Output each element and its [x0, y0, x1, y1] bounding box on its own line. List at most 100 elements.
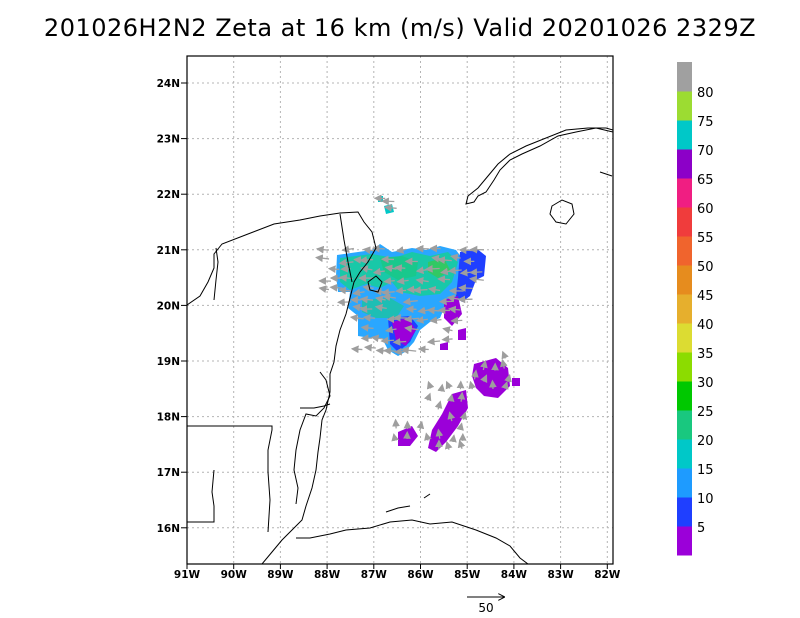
cozumel-island [367, 275, 383, 293]
wind-arrow [469, 268, 483, 277]
lat-label: 22N [157, 189, 180, 201]
guatemala-border-south [187, 469, 215, 523]
colorbar-label: 35 [697, 347, 714, 362]
wind-speed-field [336, 196, 520, 452]
wind-arrow [417, 345, 429, 354]
wind-arrow [447, 411, 456, 422]
wind-arrow [445, 380, 453, 390]
wind-arrow [359, 295, 374, 304]
wind-arrow [382, 293, 396, 302]
wind-arrow [341, 245, 354, 254]
wind-region-5-f [458, 328, 466, 340]
wind-arrow [469, 275, 484, 284]
colorbar-swatch [677, 178, 692, 208]
guatemala-mexico-border [187, 425, 273, 533]
wind-arrow [426, 380, 435, 390]
political-borders [187, 213, 353, 533]
wind-arrow [385, 325, 397, 334]
wind-arrow [363, 343, 376, 352]
wind-arrow [318, 285, 329, 293]
lon-label: 89W [267, 569, 294, 581]
wind-arrow [448, 305, 461, 314]
wind-arrow [449, 253, 461, 262]
wind-arrow [392, 338, 407, 346]
lat-label: 19N [157, 356, 180, 368]
wind-arrow [329, 283, 343, 292]
wind-region-teal-dot [384, 204, 394, 214]
plot-frame [186, 55, 614, 565]
colorbar-swatch [677, 120, 692, 150]
wind-arrow [501, 350, 509, 360]
wind-arrow [359, 256, 373, 264]
wind-arrow [413, 286, 428, 294]
wind-arrow [449, 434, 457, 443]
wind-arrow [446, 393, 455, 403]
wind-arrow [504, 373, 512, 383]
wind-region-10-east [456, 248, 486, 302]
wind-arrow [456, 422, 464, 431]
wind-arrow [416, 420, 425, 432]
wind-region-5-g [440, 342, 448, 350]
honduras-coast [296, 519, 529, 564]
colorbar-swatch [677, 149, 692, 179]
wind-arrow [395, 246, 407, 254]
belize-coast [293, 371, 331, 505]
lat-label: 18N [157, 412, 180, 424]
wind-arrow [480, 374, 488, 384]
wind-arrow [435, 428, 444, 439]
reference-vector-label: 50 [478, 601, 493, 615]
wind-arrow [447, 266, 462, 275]
wind-arrow [374, 303, 387, 312]
wind-arrow [427, 285, 441, 294]
wind-arrow [383, 203, 397, 212]
colorbar-swatch [677, 410, 692, 440]
colorbar-label: 65 [697, 173, 714, 188]
wind-arrow [429, 316, 442, 325]
wind-arrow [362, 314, 376, 322]
wind-arrow [352, 288, 365, 297]
wind-region-5-c [472, 358, 510, 398]
colorbar-label: 60 [697, 202, 714, 217]
quintana-roo-border [339, 213, 353, 283]
latitude-labels: 24N 23N 22N 21N 20N 19N 18N 17N 16N [157, 78, 187, 535]
wind-arrow [360, 324, 374, 332]
wind-arrow [400, 346, 417, 355]
colorbar-label: 45 [697, 289, 714, 304]
wind-arrow [415, 276, 429, 285]
colorbar-swatch [677, 323, 692, 353]
wind-arrow [459, 411, 468, 421]
colorbar-label: 55 [697, 231, 714, 246]
colorbar-label: 25 [697, 405, 714, 420]
lon-label: 90W [221, 569, 248, 581]
nicaragua-cays [385, 505, 411, 513]
wind-arrow [402, 297, 418, 306]
colorbar-swatch [677, 352, 692, 382]
wind-arrow [424, 432, 432, 441]
wind-arrow [471, 369, 479, 380]
lon-label: 84W [501, 569, 528, 581]
colorbar-swatch [677, 91, 692, 121]
colorbar-label: 70 [697, 144, 714, 159]
wind-arrow [423, 392, 432, 402]
wind-arrow [437, 256, 452, 264]
cuba-coast [465, 127, 613, 205]
wind-arrow [315, 245, 329, 254]
wind-arrow [381, 288, 395, 297]
lat-label: 16N [157, 523, 180, 535]
grid-lines [187, 56, 613, 564]
coastlines [187, 127, 613, 564]
wind-arrow [434, 400, 443, 410]
wind-arrow [372, 267, 385, 276]
lon-label: 86W [407, 569, 434, 581]
colorbar: 5 10 15 20 25 30 35 40 45 50 55 60 65 70 75 80 [677, 62, 714, 556]
lat-label: 23N [157, 134, 180, 146]
colorbar-label: 10 [697, 492, 714, 507]
lat-label: 20N [157, 300, 180, 312]
wind-arrow [338, 286, 351, 295]
islands-bay [423, 493, 431, 499]
colorbar-label: 5 [697, 521, 705, 536]
colorbar-swatch [677, 439, 692, 469]
lon-label: 91W [174, 569, 201, 581]
yucatan-coast [187, 211, 377, 564]
